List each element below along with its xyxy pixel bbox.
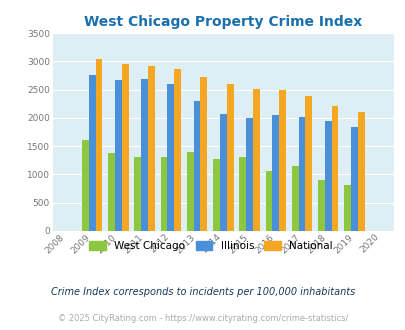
Bar (174, 69, 181, 231)
Bar (350, 127, 357, 231)
Bar (279, 90, 285, 231)
Bar (148, 66, 154, 231)
Bar (343, 184, 350, 231)
Bar (167, 84, 174, 231)
Bar (213, 159, 220, 231)
Title: West Chicago Property Crime Index: West Chicago Property Crime Index (84, 15, 362, 29)
Bar (245, 118, 252, 231)
Bar (252, 89, 259, 231)
Bar (317, 180, 324, 231)
Bar (89, 76, 95, 231)
Legend: West Chicago, Illinois, National: West Chicago, Illinois, National (89, 241, 332, 251)
Bar (357, 112, 364, 231)
Bar (134, 157, 141, 231)
Bar (160, 157, 167, 231)
Bar (95, 59, 102, 231)
Bar (226, 84, 233, 231)
Text: Crime Index corresponds to incidents per 100,000 inhabitants: Crime Index corresponds to incidents per… (51, 287, 354, 297)
Bar (82, 141, 89, 231)
Bar (239, 157, 245, 231)
Bar (324, 121, 331, 231)
Bar (298, 117, 305, 231)
Bar (122, 64, 128, 231)
Bar (186, 152, 193, 231)
Bar (200, 77, 207, 231)
Text: © 2025 CityRating.com - https://www.cityrating.com/crime-statistics/: © 2025 CityRating.com - https://www.city… (58, 314, 347, 323)
Bar (265, 171, 272, 231)
Bar (141, 80, 148, 231)
Bar (305, 96, 311, 231)
Bar (115, 80, 122, 231)
Bar (331, 106, 338, 231)
Bar (193, 101, 200, 231)
Bar (272, 115, 279, 231)
Bar (291, 166, 298, 231)
Bar (220, 114, 226, 231)
Bar (108, 153, 115, 231)
